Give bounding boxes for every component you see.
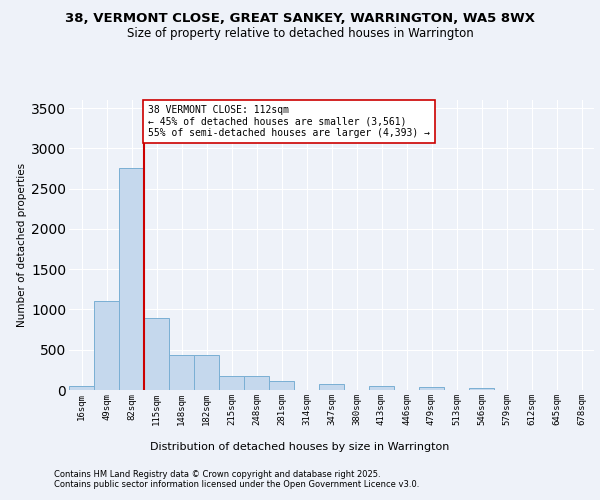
Bar [419,387,444,390]
Bar [194,356,219,390]
Text: Contains HM Land Registry data © Crown copyright and database right 2025.: Contains HM Land Registry data © Crown c… [54,470,380,479]
Text: 38, VERMONT CLOSE, GREAT SANKEY, WARRINGTON, WA5 8WX: 38, VERMONT CLOSE, GREAT SANKEY, WARRING… [65,12,535,26]
Bar [219,376,244,390]
Text: Size of property relative to detached houses in Warrington: Size of property relative to detached ho… [127,28,473,40]
Bar [119,168,144,390]
Y-axis label: Number of detached properties: Number of detached properties [17,163,27,327]
Bar [319,384,344,390]
Bar [469,388,494,390]
Bar [94,302,119,390]
Bar [244,376,269,390]
Bar [269,381,294,390]
Text: Distribution of detached houses by size in Warrington: Distribution of detached houses by size … [151,442,449,452]
Bar [69,386,94,390]
Bar [144,318,169,390]
Text: 38 VERMONT CLOSE: 112sqm
← 45% of detached houses are smaller (3,561)
55% of sem: 38 VERMONT CLOSE: 112sqm ← 45% of detach… [148,105,430,138]
Text: Contains public sector information licensed under the Open Government Licence v3: Contains public sector information licen… [54,480,419,489]
Bar [169,356,194,390]
Bar [369,386,394,390]
